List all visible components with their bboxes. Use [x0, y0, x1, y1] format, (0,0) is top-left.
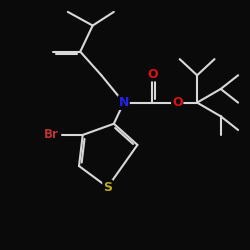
Text: O: O	[172, 96, 182, 109]
Text: Br: Br	[44, 128, 59, 141]
Text: S: S	[103, 181, 112, 194]
Text: N: N	[118, 96, 129, 109]
Text: O: O	[147, 68, 158, 80]
